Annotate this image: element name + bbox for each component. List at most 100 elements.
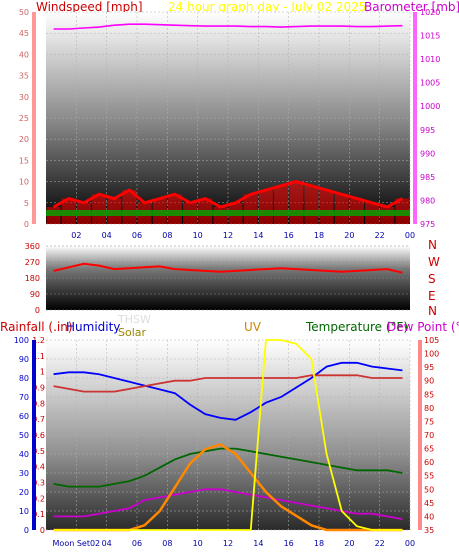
- temperature-label: Temperature (°F): [306, 320, 409, 334]
- wind-tick-label: 20: [19, 135, 29, 144]
- wind-point: [258, 190, 273, 224]
- baro-tick-label: 990: [420, 149, 435, 158]
- uv-line: [53, 339, 403, 531]
- humidity-tick-label: 90: [19, 355, 29, 364]
- x-tick-label: 04: [102, 539, 112, 548]
- x-tick-label: 00: [405, 539, 415, 548]
- wind-tick-label: 25: [19, 114, 29, 123]
- temp-tick-label: 60: [424, 458, 434, 467]
- temp-tick-label: 55: [424, 472, 434, 481]
- rain-tick-label: 0.7: [32, 415, 45, 424]
- direction-tick-label: 360: [25, 242, 40, 251]
- temp-tick-label: 80: [424, 404, 434, 413]
- temp-tick-label: 85: [424, 390, 434, 399]
- x-tick-label: 12: [223, 539, 233, 548]
- uv-label: UV: [244, 320, 261, 334]
- rain-tick-label: 0.3: [32, 479, 45, 488]
- baro-tick-label: 1010: [420, 55, 440, 64]
- wind-point: [304, 185, 319, 224]
- compass-n-bottom: N: [428, 304, 437, 318]
- x-tick-label: 10: [193, 231, 203, 240]
- rain-tick-label: 0.6: [32, 431, 45, 440]
- baro-tick-label: 1005: [420, 79, 440, 88]
- x-tick-label: 06: [132, 539, 142, 548]
- baro-tick-label: 980: [420, 196, 435, 205]
- temp-tick-label: 65: [424, 445, 434, 454]
- baro-tick-label: 985: [420, 173, 435, 182]
- wind-tick-label: 5: [24, 199, 29, 208]
- rainfall-label: Rainfall (.in): [0, 320, 73, 334]
- wind-point: [167, 194, 182, 224]
- x-tick-label: 02: [71, 231, 81, 240]
- humidity-tick-label: 70: [19, 393, 29, 402]
- x-tick-label: 12: [223, 231, 233, 240]
- x-tick-label: 20: [344, 231, 354, 240]
- wind-point: [289, 181, 304, 224]
- rain-tick-label: 0.8: [32, 399, 45, 408]
- temp-axis-bar: [418, 340, 422, 530]
- x-tick-label: 14: [253, 231, 263, 240]
- rain-tick-label: 0.2: [32, 494, 45, 503]
- temp-tick-label: 95: [424, 363, 434, 372]
- wind-point: [319, 190, 334, 224]
- thsw-label: THSW: [118, 313, 151, 326]
- temp-tick-label: 50: [424, 485, 434, 494]
- humidity-tick-label: 0: [24, 526, 29, 535]
- wind-point: [334, 194, 349, 224]
- rain-axis-bar: [32, 340, 36, 530]
- temp-tick-label: 90: [424, 377, 434, 386]
- direction-tick-label: 90: [30, 290, 40, 299]
- windspeed-axis-label: Windspeed [mph]: [36, 0, 143, 14]
- wind-average-band: [46, 210, 410, 216]
- rain-tick-label: 0.5: [32, 447, 45, 456]
- baro-tick-label: 1000: [420, 102, 440, 111]
- wind-tick-label: 10: [19, 178, 29, 187]
- baro-tick-label: 995: [420, 126, 435, 135]
- wind-tick-label: 40: [19, 50, 29, 59]
- rain-tick-label: 0.9: [32, 384, 45, 393]
- solar-label: Solar: [118, 326, 147, 339]
- humidity-tick-label: 80: [19, 374, 29, 383]
- wind-point: [243, 194, 258, 224]
- wind-point: [274, 185, 289, 224]
- x-tick-label: 08: [162, 539, 172, 548]
- compass-w: W: [428, 255, 440, 269]
- x-tick-label: 22: [375, 539, 385, 548]
- x-tick-label: 14: [253, 539, 263, 548]
- humidity-tick-label: 100: [14, 336, 29, 345]
- x-tick-label: 10: [193, 539, 203, 548]
- wind-point: [92, 194, 107, 224]
- wind-tick-label: 0: [24, 220, 29, 229]
- wind-tick-label: 30: [19, 93, 29, 102]
- humidity-line: [53, 361, 403, 421]
- direction-tick-label: 0: [35, 306, 40, 315]
- dewpoint-line: [53, 488, 403, 520]
- barometer-series-line: [53, 23, 403, 30]
- baro-tick-label: 1015: [420, 32, 440, 41]
- temp-tick-label: 35: [424, 526, 434, 535]
- compass-e: E: [428, 289, 436, 303]
- direction-tick-label: 270: [25, 258, 40, 267]
- x-tick-label: 16: [284, 539, 294, 548]
- rain-tick-label: 0.4: [32, 463, 45, 472]
- humidity-tick-label: 50: [19, 431, 29, 440]
- temp-tick-label: 105: [424, 336, 439, 345]
- rain-tick-label: 1: [40, 368, 45, 377]
- dewpoint-label: Dew Point (°F): [387, 320, 459, 334]
- temp-tick-label: 40: [424, 512, 434, 521]
- rain-tick-label: 1.1: [32, 352, 45, 361]
- chart-title: 24 hour graph day - July 02 2025: [168, 0, 367, 14]
- compass-s: S: [428, 272, 436, 286]
- x-tick-label: 06: [132, 231, 142, 240]
- baro-tick-label: 975: [420, 220, 435, 229]
- temp-tick-label: 75: [424, 417, 434, 426]
- wind-tick-label: 50: [19, 8, 29, 17]
- humidity-tick-label: 30: [19, 469, 29, 478]
- x-tick-label: 00: [405, 231, 415, 240]
- moon-set-label: Moon Set02: [53, 539, 101, 548]
- x-tick-label: 18: [314, 231, 324, 240]
- x-tick-label: 22: [375, 231, 385, 240]
- temp-tick-label: 100: [424, 350, 439, 359]
- temp-tick-label: 45: [424, 499, 434, 508]
